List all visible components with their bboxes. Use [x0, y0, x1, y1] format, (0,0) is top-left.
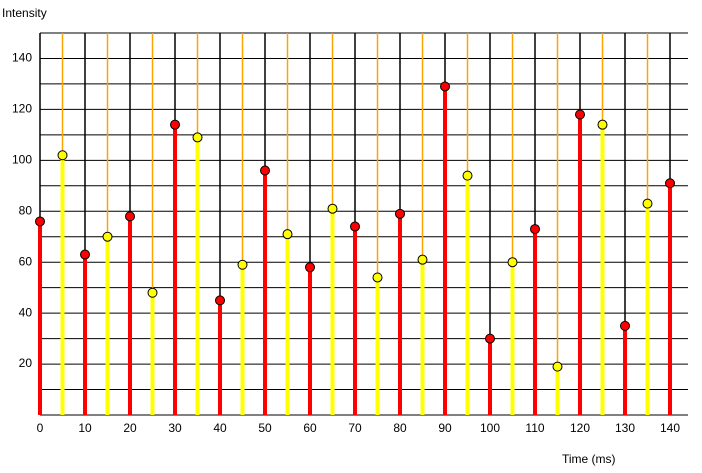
y-tick-label: 20 [19, 356, 33, 370]
x-tick-label: 90 [438, 421, 452, 435]
x-tick-label: 0 [37, 421, 44, 435]
stem-marker [147, 287, 158, 298]
x-tick-label: 80 [393, 421, 407, 435]
x-tick-label: 120 [570, 421, 590, 435]
x-tick-label: 60 [303, 421, 317, 435]
stem-marker [665, 178, 675, 189]
x-tick-label: 110 [525, 421, 544, 435]
x-tick-label: 50 [258, 421, 272, 435]
y-axis-label: Intensity [2, 6, 47, 20]
x-tick-label: 130 [615, 421, 635, 435]
y-tick-label: 40 [19, 305, 33, 319]
x-tick-label: 40 [213, 421, 227, 435]
stem-marker [260, 165, 270, 176]
stem-marker [597, 119, 608, 130]
stem-marker [417, 254, 428, 265]
stem-marker [530, 224, 540, 235]
y-tick-label: 100 [12, 153, 32, 167]
stem-marker [215, 295, 225, 306]
stem-marker [485, 333, 495, 344]
stem-marker [237, 259, 248, 270]
stem-marker [372, 272, 383, 283]
y-tick-label: 80 [19, 203, 33, 217]
stem-marker [305, 262, 315, 273]
stem-marker [102, 231, 113, 242]
stem-marker [620, 320, 630, 331]
y-tick-label: 60 [19, 254, 33, 268]
x-axis-label: Time (ms) [562, 452, 616, 466]
stem-marker [440, 81, 450, 92]
stem-marker [575, 109, 585, 120]
x-tick-label: 30 [168, 421, 182, 435]
stem-marker [395, 208, 405, 219]
stem-marker [35, 216, 45, 227]
stem-marker [192, 132, 203, 143]
x-tick-label: 20 [123, 421, 137, 435]
stem-marker [57, 150, 68, 161]
x-tick-label: 100 [480, 421, 500, 435]
x-tick-label: 140 [660, 421, 680, 435]
stem-marker [552, 361, 563, 372]
stem-marker [282, 229, 293, 240]
x-tick-label: 10 [78, 421, 92, 435]
stem-marker [507, 257, 518, 268]
stem-marker [642, 198, 653, 209]
stem-marker [80, 249, 90, 260]
x-tick-label: 70 [348, 421, 362, 435]
stem-marker [327, 203, 338, 214]
stem-marker [125, 211, 135, 222]
y-tick-label: 140 [12, 51, 32, 65]
stem-marker [350, 221, 360, 232]
stem-marker [462, 170, 473, 181]
y-tick-label: 120 [12, 102, 32, 116]
stem-marker [170, 119, 180, 130]
